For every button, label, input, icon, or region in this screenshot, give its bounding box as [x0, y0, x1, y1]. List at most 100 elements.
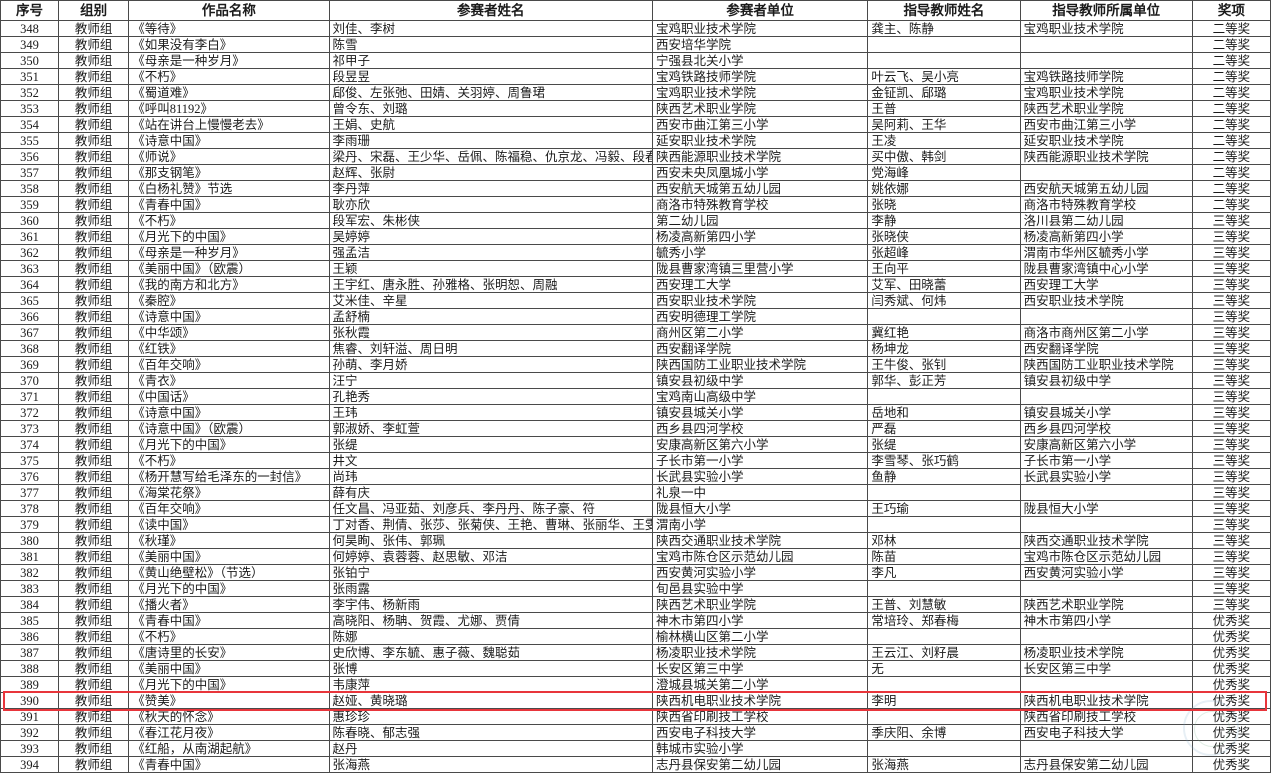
cell-names[interactable]: 陈雪	[328, 36, 653, 53]
cell-group[interactable]: 教师组	[58, 404, 130, 421]
cell-names[interactable]: 何婷婷、袁蓉蓉、赵思敏、邓洁	[328, 548, 653, 565]
cell-teacher-unit[interactable]: 镇安县初级中学	[1019, 372, 1193, 389]
cell-names[interactable]: 刘佳、李树	[328, 20, 653, 37]
cell-award[interactable]: 三等奖	[1191, 532, 1271, 549]
cell-group[interactable]: 教师组	[58, 244, 130, 261]
cell-names[interactable]: 段昱昱	[328, 68, 653, 85]
cell-teacher[interactable]	[867, 628, 1021, 645]
cell-names[interactable]: 尚玮	[328, 468, 653, 485]
cell-teacher-unit[interactable]: 宝鸡职业技术学院	[1019, 20, 1193, 37]
cell-names[interactable]: 孙萌、李月娇	[328, 356, 653, 373]
cell-title[interactable]: 《白杨礼赞》节选	[128, 180, 330, 197]
cell-unit[interactable]: 榆林横山区第二小学	[651, 628, 869, 645]
table-row[interactable]: 376 教师组 《杨开慧写给毛泽东的一封信》 尚玮 长武县实验小学 鱼静 长武县实验小学 三等…	[0, 468, 1271, 485]
cell-teacher-unit[interactable]: 洛川县第二幼儿园	[1019, 212, 1193, 229]
cell-seq[interactable]: 394	[0, 756, 60, 773]
cell-seq[interactable]: 377	[0, 484, 60, 501]
cell-seq[interactable]: 351	[0, 68, 60, 85]
cell-award[interactable]: 三等奖	[1191, 516, 1271, 533]
cell-teacher-unit[interactable]: 镇安县城关小学	[1019, 404, 1193, 421]
cell-unit[interactable]: 陕西艺术职业学院	[651, 100, 869, 117]
cell-title[interactable]: 《播火者》	[128, 596, 330, 613]
cell-names[interactable]: 李丹萍	[328, 180, 653, 197]
cell-names[interactable]: 梁丹、宋磊、王少华、岳佩、陈福稳、仇京龙、冯毅、段春宇、董银英、王涛、许博闻、王…	[328, 148, 653, 165]
cell-award[interactable]: 三等奖	[1191, 212, 1271, 229]
cell-names[interactable]: 焦睿、刘轩溢、周日明	[328, 340, 653, 357]
cell-title[interactable]: 《春江花月夜》	[128, 724, 330, 741]
cell-award[interactable]: 二等奖	[1191, 164, 1271, 181]
cell-teacher[interactable]	[867, 580, 1021, 597]
cell-group[interactable]: 教师组	[58, 20, 130, 37]
table-row[interactable]: 353 教师组 《呼叫81192》 曾令东、刘璐 陕西艺术职业学院 王普 陕西艺术职业学院二…	[0, 100, 1271, 117]
cell-teacher[interactable]: 张海燕	[867, 756, 1021, 773]
table-row[interactable]: 349 教师组 《如果没有李白》 陈雪 西安培华学院 二等奖	[0, 36, 1271, 53]
cell-seq[interactable]: 360	[0, 212, 60, 229]
table-row[interactable]: 381 教师组 《美丽中国》 何婷婷、袁蓉蓉、赵思敏、邓洁 宝鸡市陈仓区示范幼儿园 陈苗宝…	[0, 548, 1271, 565]
table-row[interactable]: 392 教师组 《春江花月夜》 陈春晓、郁志强 西安电子科技大学 季庆阳、余博 西安电子科技…	[0, 724, 1271, 741]
table-row[interactable]: 354 教师组 《站在讲台上慢慢老去》 王娟、史航 西安市曲江第三小学 吴阿莉、王华 西安市…	[0, 116, 1271, 133]
cell-teacher-unit[interactable]: 陕西艺术职业学院	[1019, 100, 1193, 117]
cell-teacher-unit[interactable]: 西安理工大学	[1019, 276, 1193, 293]
cell-names[interactable]: 吴婷婷	[328, 228, 653, 245]
cell-teacher-unit[interactable]: 陕西机电职业技术学院	[1019, 692, 1193, 709]
cell-teacher[interactable]: 李静	[867, 212, 1021, 229]
cell-seq[interactable]: 350	[0, 52, 60, 69]
cell-group[interactable]: 教师组	[58, 180, 130, 197]
cell-seq[interactable]: 383	[0, 580, 60, 597]
cell-teacher[interactable]: 无	[867, 660, 1021, 677]
table-row[interactable]: 377 教师组 《海棠花祭》 薛有庆 礼泉一中 三等奖	[0, 484, 1271, 501]
cell-title[interactable]: 《诗意中国》（欧震）	[128, 420, 330, 437]
cell-seq[interactable]: 348	[0, 20, 60, 37]
cell-unit[interactable]: 镇安县初级中学	[651, 372, 869, 389]
cell-seq[interactable]: 364	[0, 276, 60, 293]
cell-names[interactable]: 史欣博、李东毓、惠子薇、魏聪茹	[328, 644, 653, 661]
cell-award[interactable]: 三等奖	[1191, 388, 1271, 405]
cell-title[interactable]: 《秋瑾》	[128, 532, 330, 549]
cell-award[interactable]: 三等奖	[1191, 276, 1271, 293]
cell-seq[interactable]: 361	[0, 228, 60, 245]
cell-title[interactable]: 《红铁》	[128, 340, 330, 357]
cell-award[interactable]: 三等奖	[1191, 244, 1271, 261]
cell-title[interactable]: 《月光下的中国》	[128, 676, 330, 693]
cell-teacher-unit[interactable]: 商洛市商州区第二小学	[1019, 324, 1193, 341]
cell-title[interactable]: 《美丽中国》	[128, 660, 330, 677]
cell-names[interactable]: 何昊眴、张伟、郭珮	[328, 532, 653, 549]
cell-award[interactable]: 三等奖	[1191, 564, 1271, 581]
cell-award[interactable]: 三等奖	[1191, 548, 1271, 565]
cell-seq[interactable]: 389	[0, 676, 60, 693]
cell-teacher[interactable]: 王普、刘慧敏	[867, 596, 1021, 613]
cell-seq[interactable]: 356	[0, 148, 60, 165]
cell-teacher[interactable]	[867, 708, 1021, 725]
cell-names[interactable]: 高晓阳、杨聃、贺霞、尤娜、贾倩	[328, 612, 653, 629]
cell-group[interactable]: 教师组	[58, 324, 130, 341]
cell-teacher-unit[interactable]	[1019, 676, 1193, 693]
cell-award[interactable]: 优秀奖	[1191, 660, 1271, 677]
table-row[interactable]: 366 教师组 《诗意中国》 孟舒楠 西安明德理工学院 三等奖	[0, 308, 1271, 325]
cell-unit[interactable]: 西安理工大学	[651, 276, 869, 293]
cell-seq[interactable]: 354	[0, 116, 60, 133]
cell-seq[interactable]: 384	[0, 596, 60, 613]
cell-unit[interactable]: 韩城市实验小学	[651, 740, 869, 757]
cell-award[interactable]: 优秀奖	[1191, 612, 1271, 629]
cell-teacher-unit[interactable]: 安康高新区第六小学	[1019, 436, 1193, 453]
cell-award[interactable]: 二等奖	[1191, 116, 1271, 133]
cell-teacher-unit[interactable]: 陕西艺术职业学院	[1019, 596, 1193, 613]
cell-teacher-unit[interactable]: 西乡县四河学校	[1019, 420, 1193, 437]
cell-teacher-unit[interactable]: 西安电子科技大学	[1019, 724, 1193, 741]
cell-group[interactable]: 教师组	[58, 292, 130, 309]
cell-group[interactable]: 教师组	[58, 644, 130, 661]
cell-unit[interactable]: 陇县曹家湾镇三里营小学	[651, 260, 869, 277]
cell-title[interactable]: 《杨开慧写给毛泽东的一封信》	[128, 468, 330, 485]
cell-seq[interactable]: 390	[0, 692, 60, 709]
cell-teacher[interactable]: 王凌	[867, 132, 1021, 149]
table-row[interactable]: 367 教师组 《中华颂》 张秋霞 商州区第二小学 冀红艳 商洛市商州区第二小学 三等奖	[0, 324, 1271, 341]
cell-group[interactable]: 教师组	[58, 212, 130, 229]
table-row[interactable]: 357 教师组 《那支钢笔》 赵辉、张尉 西安未央凤凰城小学 党海峰 二等奖	[0, 164, 1271, 181]
cell-unit[interactable]: 商州区第二小学	[651, 324, 869, 341]
cell-teacher-unit[interactable]: 西安职业技术学院	[1019, 292, 1193, 309]
table-row[interactable]: 351 教师组 《不朽》 段昱昱 宝鸡铁路技师学院 叶云飞、吴小亮 宝鸡铁路技师学院 二等奖	[0, 68, 1271, 85]
cell-group[interactable]: 教师组	[58, 388, 130, 405]
cell-teacher[interactable]: 王牛俊、张钊	[867, 356, 1021, 373]
cell-award[interactable]: 三等奖	[1191, 420, 1271, 437]
cell-title[interactable]: 《不朽》	[128, 68, 330, 85]
